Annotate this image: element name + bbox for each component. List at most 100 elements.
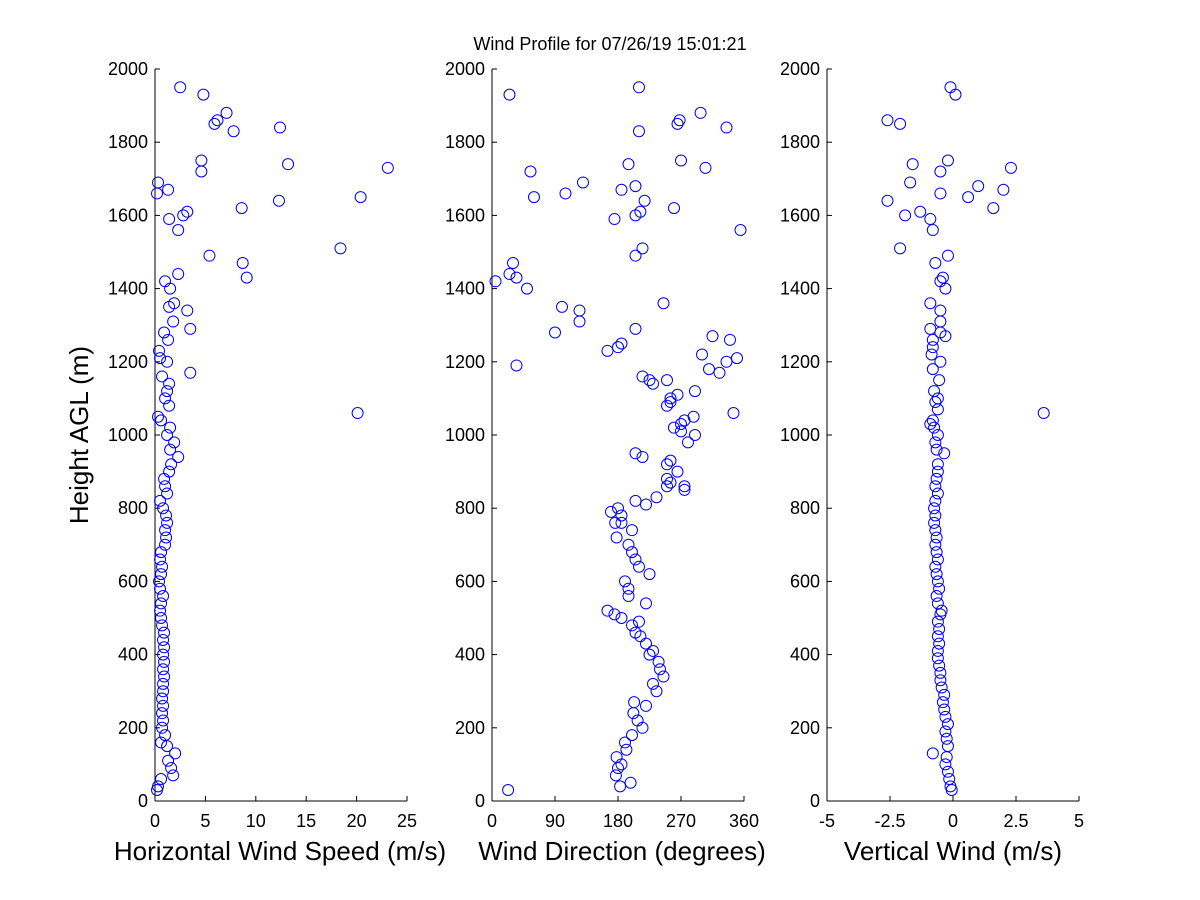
vertical-panel: 0 200 400 600 800 1000 1200 1400 1600 1800 2000 -5 -… xyxy=(780,59,1084,831)
vertical-data-point xyxy=(931,615,944,628)
speed-data-point xyxy=(161,355,174,368)
direction-data-point xyxy=(643,568,656,581)
direction-data-point xyxy=(661,458,673,471)
direction-data-point xyxy=(629,249,642,262)
direction-data-point xyxy=(643,374,656,387)
vertical-data-point xyxy=(934,304,947,317)
vertical-data-point xyxy=(924,213,937,226)
vertical-data-point xyxy=(934,187,947,200)
direction-data-point xyxy=(634,630,647,643)
direction-data-point xyxy=(661,374,673,387)
direction-data-point xyxy=(703,363,715,376)
speed-y-tick-label: 1200 xyxy=(108,352,148,372)
direction-data-point xyxy=(559,187,572,200)
speed-data-point xyxy=(240,271,253,284)
vertical-data-point xyxy=(934,165,947,178)
direction-data-point xyxy=(661,480,673,493)
vertical-data-point xyxy=(906,158,919,171)
speed-data-point xyxy=(156,692,169,705)
speed-data-point xyxy=(164,443,177,456)
speed-data-point xyxy=(203,249,216,262)
speed-data-point xyxy=(156,619,169,632)
speed-data-point xyxy=(172,224,185,237)
direction-data-point xyxy=(699,161,712,174)
speed-data-point xyxy=(159,275,172,288)
speed-data-point xyxy=(157,648,170,661)
vertical-data-point xyxy=(931,403,944,416)
speed-data-point xyxy=(177,209,190,222)
vertical-data-point xyxy=(930,590,943,603)
direction-data-point xyxy=(510,271,523,284)
vertical-data-point xyxy=(931,429,944,441)
direction-data-point xyxy=(503,88,516,101)
vertical-data-point xyxy=(930,531,943,544)
speed-data-point xyxy=(158,326,171,339)
vertical-data-point xyxy=(899,209,912,222)
speed-data-point xyxy=(381,161,394,174)
direction-data-point xyxy=(675,154,687,167)
speed-data-point xyxy=(167,315,180,328)
speed-y-tick-label: 400 xyxy=(118,645,148,665)
vertical-data-point xyxy=(894,117,907,130)
direction-y-tick-label: 0 xyxy=(475,791,485,811)
speed-data-point xyxy=(157,663,170,676)
vertical-data-point xyxy=(939,758,952,771)
vertical-data-point xyxy=(962,191,975,204)
direction-data-point xyxy=(507,256,519,269)
direction-data-point xyxy=(661,399,673,412)
speed-data-point xyxy=(197,88,210,101)
direction-y-tick-label: 2000 xyxy=(445,59,485,79)
direction-data-point xyxy=(631,714,644,727)
speed-data-point xyxy=(156,370,169,383)
vertical-data-point xyxy=(930,568,943,581)
vertical-data-point xyxy=(926,363,939,376)
vertical-data-point xyxy=(931,597,944,610)
direction-data-point xyxy=(615,516,628,529)
speed-data-point xyxy=(159,729,172,742)
direction-data-point xyxy=(549,326,561,339)
vertical-data-point xyxy=(944,81,957,94)
vertical-data-point xyxy=(894,242,907,255)
vertical-data-point xyxy=(929,256,942,269)
speed-data-point xyxy=(172,450,185,463)
speed-data-point xyxy=(174,81,187,94)
speed-data-point xyxy=(153,344,166,357)
vertical-data-point xyxy=(929,560,942,573)
direction-data-point xyxy=(629,209,642,222)
speed-x-axis-label: Horizontal Wind Speed (m/s) xyxy=(114,836,446,866)
direction-data-point xyxy=(661,472,673,485)
direction-data-point xyxy=(608,608,621,621)
direction-y-tick-label: 1800 xyxy=(445,132,485,152)
vertical-data-point xyxy=(941,765,954,778)
vertical-data-point xyxy=(931,392,944,405)
direction-data-point xyxy=(633,81,645,94)
figure-title: Wind Profile for 07/26/19 15:01:21 xyxy=(473,34,746,54)
direction-data-point xyxy=(673,114,686,127)
vertical-data-point xyxy=(939,282,952,295)
speed-data-point xyxy=(155,568,168,581)
direction-y-tick-label: 1400 xyxy=(445,279,485,299)
speed-data-point xyxy=(158,655,171,668)
vertical-data-point xyxy=(934,674,947,687)
direction-data-point xyxy=(664,476,677,489)
speed-data-point xyxy=(154,553,167,566)
direction-data-point xyxy=(647,677,659,690)
direction-data-point xyxy=(628,696,641,709)
speed-data-point xyxy=(208,117,221,130)
speed-data-point xyxy=(158,472,171,485)
speed-data-point xyxy=(151,187,164,200)
direction-data-point xyxy=(668,202,680,215)
direction-x-tick-label: 0 xyxy=(487,811,497,831)
vertical-data-point xyxy=(972,180,985,193)
direction-data-point xyxy=(678,483,691,496)
direction-data-point xyxy=(636,721,649,734)
speed-y-tick-label: 2000 xyxy=(108,59,148,79)
vertical-x-tick-label: -2.5 xyxy=(874,811,905,831)
direction-data-point xyxy=(727,407,740,420)
direction-data-point xyxy=(620,743,633,756)
speed-data-point xyxy=(157,502,170,515)
vertical-data-point xyxy=(924,418,937,431)
speed-data-point xyxy=(220,106,233,119)
direction-data-point xyxy=(629,447,642,460)
direction-data-point xyxy=(615,183,628,196)
